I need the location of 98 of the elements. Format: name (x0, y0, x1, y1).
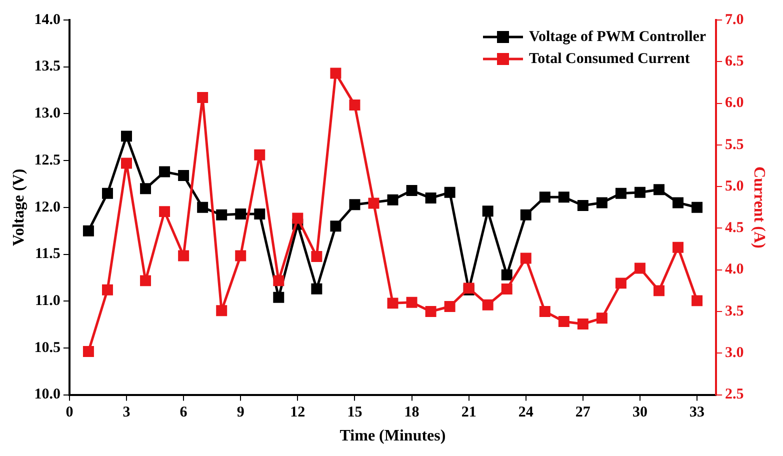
point (197, 92, 208, 103)
x-tick-label: 15 (347, 404, 362, 421)
y2-tick-label: 3.5 (725, 303, 744, 320)
x-tick-label: 12 (290, 404, 306, 421)
y-tick-label: 11.0 (35, 292, 60, 309)
point (159, 206, 170, 218)
legend-label: Voltage of PWM Controller (529, 28, 706, 45)
point (349, 199, 360, 210)
y-tick-label: 14.0 (34, 12, 60, 28)
point (102, 188, 113, 199)
y-tick-label: 13.0 (34, 106, 60, 122)
point (577, 318, 588, 330)
y2-tick-label: 6.5 (725, 54, 744, 70)
point (292, 212, 304, 224)
y2-tick-label: 4.0 (725, 262, 744, 278)
point (558, 316, 570, 327)
point (501, 269, 512, 280)
x-tick-label: 21 (461, 404, 476, 421)
point (520, 252, 532, 264)
point (102, 284, 113, 296)
y-tick-label: 11.5 (35, 246, 60, 262)
point (482, 206, 494, 217)
point (406, 296, 418, 308)
point (82, 225, 94, 236)
point (634, 186, 646, 198)
y2-tick-label: 3.0 (725, 345, 744, 362)
point (330, 220, 342, 232)
point (577, 200, 588, 212)
y2-tick-label: 4.5 (725, 220, 744, 236)
point (539, 306, 550, 318)
point (654, 184, 664, 196)
x-axis-title: Time (Minutes) (340, 428, 446, 445)
point (520, 209, 532, 220)
point (216, 305, 228, 316)
point (311, 251, 322, 262)
y2-tick-label: 2.5 (725, 386, 744, 403)
x-tick-label: 30 (632, 404, 648, 421)
point (273, 292, 284, 303)
y-tick-label: 10.0 (34, 386, 60, 403)
point (140, 183, 152, 194)
x-tick-label: 3 (122, 404, 130, 421)
point (501, 284, 512, 295)
point (197, 202, 208, 213)
y-axis-title: Voltage (V) (10, 168, 28, 246)
point (558, 192, 570, 203)
point (235, 250, 246, 262)
point (539, 192, 550, 203)
point (82, 346, 94, 357)
point (387, 194, 398, 206)
y-tick-label: 12.5 (34, 152, 60, 168)
point (235, 208, 246, 220)
point (672, 197, 684, 208)
point (273, 275, 284, 286)
point (121, 130, 132, 142)
point (615, 188, 626, 199)
point (444, 301, 456, 312)
point (672, 242, 684, 253)
point (596, 312, 608, 324)
x-tick-label: 24 (518, 404, 534, 421)
y-tick-label: 12.0 (34, 199, 60, 216)
x-tick-label: 9 (236, 404, 244, 421)
point (615, 278, 626, 289)
point (349, 99, 360, 110)
point (178, 250, 190, 262)
point (121, 158, 132, 169)
point (425, 192, 436, 204)
y2-axis-title: Current (A) (750, 166, 768, 248)
point (216, 209, 228, 220)
x-tick-label: 18 (404, 404, 420, 421)
y2-tick-label: 5.0 (725, 178, 744, 194)
point (254, 149, 266, 160)
point (178, 170, 190, 182)
point (634, 262, 646, 274)
y-tick-label: 10.5 (34, 340, 60, 356)
point (159, 166, 170, 178)
point (140, 275, 152, 286)
point (330, 68, 342, 79)
x-tick-label: 0 (66, 404, 74, 421)
y2-tick-label: 5.5 (725, 136, 744, 153)
point (654, 285, 664, 296)
point (482, 299, 494, 310)
y-tick-label: 13.5 (34, 58, 60, 75)
point (254, 208, 266, 220)
legend-label: Total Consumed Current (529, 50, 690, 67)
point (387, 298, 398, 309)
point (692, 295, 703, 306)
point (368, 198, 380, 209)
point (692, 202, 703, 213)
y2-tick-label: 6.0 (725, 95, 744, 112)
x-tick-label: 6 (180, 404, 188, 421)
point (311, 283, 322, 294)
y2-tick-label: 7.0 (725, 12, 744, 28)
point (406, 185, 418, 196)
x-tick-label: 27 (575, 404, 591, 421)
point (425, 306, 436, 318)
point (596, 197, 608, 208)
point (444, 186, 456, 198)
x-tick-label: 33 (690, 404, 705, 421)
